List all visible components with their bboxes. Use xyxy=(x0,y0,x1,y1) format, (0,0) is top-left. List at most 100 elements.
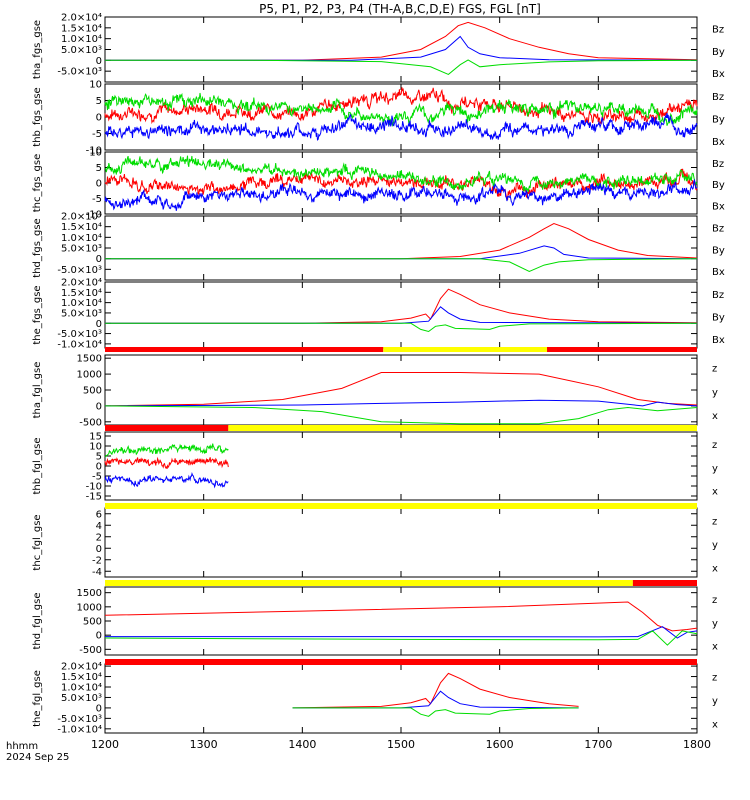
legend-label: Bx xyxy=(712,137,725,148)
y-tick-label: 0 xyxy=(96,254,102,265)
legend-label: z xyxy=(712,672,717,683)
y-tick-label: 0 xyxy=(96,703,102,714)
y-tick-label: -10 xyxy=(86,210,102,221)
legend-label: By xyxy=(712,245,725,256)
y-tick-label: -5 xyxy=(92,129,102,140)
series-y-line xyxy=(105,626,698,639)
y-tick-label: -5.0×10³ xyxy=(57,714,102,725)
y-tick-label: 1.0×10⁴ xyxy=(61,34,102,45)
panel-frame xyxy=(104,663,698,734)
legend-label: Bx xyxy=(712,335,725,346)
legend-label: By xyxy=(712,180,725,191)
panel-2: -10 -5 0 5 10 thb_fgs_gse Bz By Bx xyxy=(32,80,725,157)
y-tick-label: 5.0×10³ xyxy=(61,693,102,704)
y-tick-label: 0 xyxy=(96,401,102,412)
x-axis: 1200 1300 1400 1500 1600 1700 1800 xyxy=(91,738,711,751)
x-tick-label: 1500 xyxy=(387,738,415,751)
y-tick-label: 0 xyxy=(96,113,102,124)
y-tick-label: 1.5×10⁴ xyxy=(61,672,102,683)
y-tick-label: -500 xyxy=(79,645,102,656)
y-tick-label: 6 xyxy=(96,509,102,520)
y-tick-label: 5.0×10³ xyxy=(61,45,102,56)
series-By-line xyxy=(105,306,698,324)
legend-label: x xyxy=(712,411,718,422)
y-tick-label: 4 xyxy=(96,521,102,532)
status-bar-2-segment xyxy=(105,425,229,431)
legend-label: z xyxy=(712,364,717,375)
y-tick-label: -5.0×10³ xyxy=(57,67,102,78)
status-bar-4-segment xyxy=(105,580,633,586)
y-tick-label: 5.0×10³ xyxy=(61,308,102,319)
legend-label: y xyxy=(712,540,718,551)
y-tick-label: -5 xyxy=(92,194,102,205)
y-tick-label: -500 xyxy=(79,417,102,428)
legend-label: x xyxy=(712,719,718,730)
panel-frame xyxy=(104,16,698,83)
legend-label: z xyxy=(712,516,717,527)
x-tick-label: 1200 xyxy=(91,738,119,751)
y-axis-label: tha_fgl_gse xyxy=(32,362,43,419)
series-x-line xyxy=(104,630,698,646)
series-z-line xyxy=(292,672,579,709)
y-tick-label: 0 xyxy=(96,179,102,190)
legend-label: By xyxy=(712,312,725,323)
y-tick-label: 1.5×10⁴ xyxy=(61,23,102,34)
y-tick-label: 5.0×10³ xyxy=(61,244,102,255)
series-z-line xyxy=(104,601,698,632)
series-Bz-line xyxy=(105,222,698,260)
y-tick-label: -1.0×10⁴ xyxy=(57,724,102,735)
series-z-line xyxy=(104,372,698,407)
x-tick-label: 1300 xyxy=(190,738,218,751)
y-tick-label: -2 xyxy=(92,555,102,566)
y-tick-label: 1.5×10⁴ xyxy=(61,288,102,299)
series-Bx-line xyxy=(105,59,698,75)
legend-label: y xyxy=(712,387,718,398)
y-tick-label: 10 xyxy=(89,80,102,91)
series-Bx-line xyxy=(105,322,698,333)
panel-frame xyxy=(104,586,698,656)
y-tick-label: 500 xyxy=(83,617,102,628)
y-tick-label: 5 xyxy=(96,96,102,107)
series-By-line xyxy=(104,92,698,128)
y-tick-label: 10 xyxy=(89,148,102,159)
y-axis-label: thb_fgs_gse xyxy=(32,87,43,146)
legend-label: y xyxy=(712,618,718,629)
status-bar-1-segment xyxy=(383,347,548,352)
y-tick-label: 0 xyxy=(96,631,102,642)
y-tick-label: 2.0×10⁴ xyxy=(61,13,102,24)
status-bars xyxy=(105,347,698,665)
series-Bz-line xyxy=(104,87,698,125)
status-bar-3-segment xyxy=(105,503,697,509)
series-x-line xyxy=(104,405,698,425)
legend-label: x xyxy=(712,641,718,652)
y-tick-label: 1.0×10⁴ xyxy=(61,683,102,694)
y-tick-label: -5 xyxy=(92,472,102,483)
x-tick-label: 1400 xyxy=(288,738,316,751)
legend-label: By xyxy=(712,114,725,125)
x-tick-label: 1800 xyxy=(683,738,711,751)
x-tick-label: 1700 xyxy=(584,738,612,751)
y-tick-label: 2 xyxy=(96,532,102,543)
y-tick-label: 500 xyxy=(83,386,102,397)
series-By-line xyxy=(105,35,698,61)
series-Bx-line xyxy=(104,178,698,211)
y-axis-label: thc_fgl_gse xyxy=(32,514,43,570)
legend-label: Bx xyxy=(712,69,725,80)
legend-label: x xyxy=(712,486,718,497)
y-axis-label: the_fgs_gse xyxy=(32,285,43,344)
y-tick-label: 1.0×10⁴ xyxy=(61,233,102,244)
panel-frame xyxy=(104,215,698,281)
y-tick-label: 5 xyxy=(96,163,102,174)
legend-label: Bz xyxy=(712,290,724,301)
panels: -5.0×10³05.0×10³1.0×10⁴1.5×10⁴2.0×10⁴tha… xyxy=(32,13,725,736)
series-x-line xyxy=(104,471,229,489)
y-axis-label: tha_fgs_gse xyxy=(32,20,43,79)
series-Bx-line xyxy=(104,112,698,141)
legend-label: Bz xyxy=(712,159,724,170)
y-tick-label: -1.0×10⁴ xyxy=(57,339,102,350)
y-tick-label: 0 xyxy=(96,319,102,330)
status-bar-5-segment xyxy=(105,659,697,665)
y-axis-label: thc_fgs_gse xyxy=(32,154,43,213)
legend-label: Bz xyxy=(712,224,724,235)
